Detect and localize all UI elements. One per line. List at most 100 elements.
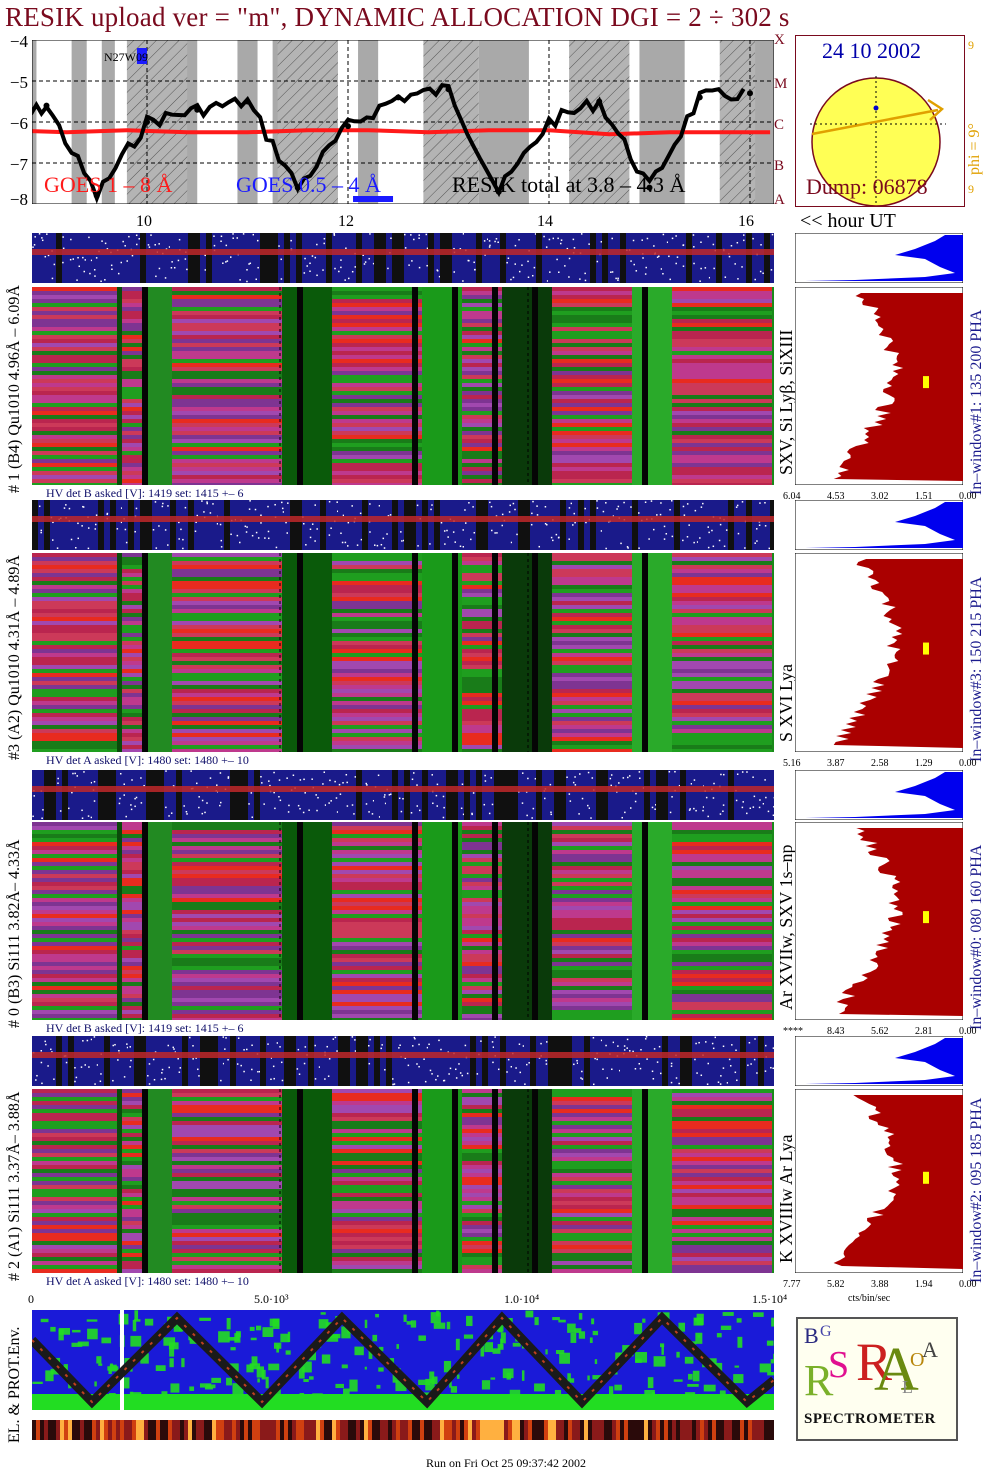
- spectrogram: [32, 553, 774, 752]
- chart-series: [32, 48, 771, 204]
- env-x-tick: 1.0·10⁴: [504, 1292, 540, 1306]
- env-side-label: EL. & PROT.Env.: [6, 1326, 23, 1443]
- legend-goes-short: GOES 0.5 – 4 Å: [236, 172, 381, 197]
- legend-goes-long: GOES 1 – 8 Å: [44, 172, 173, 197]
- spectrogram: [32, 287, 774, 485]
- pha-histogram: [795, 500, 963, 550]
- hour-tick: 10: [136, 213, 152, 230]
- goes-short-marker: [136, 48, 147, 64]
- goes-class-letters: X M C B A: [774, 32, 790, 212]
- dump-label: Dump: 06878: [806, 174, 928, 199]
- resik-point: [395, 94, 402, 101]
- resik-point: [646, 184, 653, 191]
- y-tick: −5: [9, 73, 28, 92]
- hv-label: HV det B asked [V]: 1419 set: 1415 +– 6: [46, 1021, 244, 1035]
- logo-letter: A: [874, 1336, 919, 1404]
- chart-grid: [32, 40, 774, 204]
- resik-logo: B G R S R A O A L SPECTROMETER: [796, 1317, 958, 1441]
- hv-label: HV det B asked [V]: 1419 set: 1415 +– 6: [46, 486, 244, 500]
- hour-tick: 14: [537, 213, 553, 230]
- resik-point: [445, 86, 452, 93]
- axis-tick: 3.87: [827, 758, 845, 769]
- arrow-head: [927, 98, 945, 121]
- hv-label: HV det A asked [V]: 1480 set: 1480 +– 10: [46, 753, 249, 767]
- detector-side-label: #3 (A2) Qu1010 4.31Å – 4.89Å: [6, 555, 23, 760]
- legend-resik: RESIK total at 3.8 – 4.3 Å: [452, 172, 686, 197]
- detector-side-label: # 2 (A1) Si111 3.37Å– 3.88Å: [6, 1091, 23, 1281]
- detector-panels: HV det B asked [V]: 1419 set: 1415 +– 6 #…: [6, 233, 985, 1304]
- goes-lightcurve-chart: [32, 40, 774, 204]
- phi-tick: 9: [968, 182, 974, 196]
- class-letter: B: [774, 158, 785, 174]
- axis-tick: 0.00: [959, 1279, 977, 1290]
- logo-word: SPECTROMETER: [804, 1411, 936, 1427]
- logo-letter: R: [856, 1332, 893, 1392]
- axis-tick: 0.00: [959, 1026, 977, 1037]
- spectrum-profile: [795, 287, 963, 485]
- logo-letter: B: [804, 1323, 819, 1348]
- resik-point: [747, 90, 753, 97]
- env-x-tick: 5.0·10³: [254, 1292, 289, 1306]
- logo-letter: S: [828, 1344, 850, 1386]
- axis-tick: ****: [783, 1026, 803, 1037]
- axis-tick: 3.88: [871, 1279, 889, 1290]
- y-tick: −4: [9, 32, 28, 51]
- env-x-tick: 0: [28, 1292, 34, 1306]
- class-letter: A: [774, 192, 785, 208]
- environment-color-strip: [32, 1420, 774, 1440]
- resik-point: [495, 188, 502, 195]
- axis-tick: 1.51: [915, 491, 933, 502]
- axis-tick: 5.62: [871, 1026, 889, 1037]
- logo-letter: A: [922, 1337, 938, 1362]
- resik-point: [93, 192, 100, 199]
- axis-tick: 5.16: [783, 758, 801, 769]
- sun-disk-figure: [810, 76, 946, 206]
- axis-tick: 0.00: [959, 491, 977, 502]
- resik-point: [43, 102, 50, 109]
- pha-histogram: [795, 770, 963, 820]
- flare-marker-label: N27W09: [104, 50, 148, 64]
- sun-panel: 24 10 2002 Dump: 06878: [795, 35, 965, 207]
- axis-tick: 8.43: [827, 1026, 845, 1037]
- hour-tick: 12: [338, 213, 354, 230]
- spectrum-profile: [795, 1089, 963, 1273]
- resik-point: [696, 94, 703, 101]
- resik-point: [194, 106, 201, 113]
- direction-arrow: [811, 108, 939, 136]
- spectrum-profile: [795, 553, 963, 752]
- logo-letter: O: [910, 1349, 925, 1371]
- sun-date: 24 10 2002: [822, 38, 921, 63]
- in-window-label: In–window#2: 095 185 PHA: [968, 1097, 985, 1283]
- goes-short-segment: [353, 196, 394, 202]
- series-goes-long: [32, 128, 771, 137]
- y-tick: −6: [9, 114, 28, 133]
- detector-side-label: # 1 (B4) Qu1010 4.96Å – 6.09Å: [6, 285, 23, 493]
- detector-side-label: # 0 (B3) Si111 3.82Å– 4.33Å: [6, 839, 23, 1028]
- axis-tick: 7.77: [783, 1279, 801, 1290]
- logo-letter: L: [902, 1377, 913, 1397]
- pointing-dot: [873, 105, 879, 111]
- pha-strip: [32, 770, 774, 820]
- pha-strip: [32, 1036, 774, 1086]
- pha-histogram: [795, 233, 963, 283]
- axis-tick: 6.04: [783, 491, 801, 502]
- series-resik-total: [32, 82, 746, 204]
- axis-tick: 1.94: [915, 1279, 933, 1290]
- spectral-line-label: SXV, Si Lyβ, SiXIII: [776, 329, 796, 475]
- resik-point: [596, 98, 603, 105]
- phi-tick: 9: [968, 38, 974, 52]
- class-letter: X: [774, 32, 785, 48]
- pha-strip: [32, 500, 774, 550]
- axis-tick: 2.58: [871, 758, 889, 769]
- axis-tick: 1.29: [915, 758, 933, 769]
- resik-point: [546, 119, 552, 125]
- particle-environment-chart: [32, 1310, 774, 1410]
- hour-axis-label: << hour UT: [800, 210, 896, 232]
- spectral-line-label: K XVIIIw Ar Lya: [776, 1134, 796, 1263]
- resik-point: [244, 98, 251, 105]
- spectrogram: [32, 1089, 774, 1273]
- page-title: RESIK upload ver = "m", DYNAMIC ALLOCATI…: [5, 2, 790, 32]
- hv-label: HV det A asked [V]: 1480 set: 1480 +– 10: [46, 1274, 249, 1288]
- in-window-label: In–window#3: 150 215 PHA: [968, 576, 985, 762]
- spectral-line-label: S XVI Lya: [776, 664, 796, 742]
